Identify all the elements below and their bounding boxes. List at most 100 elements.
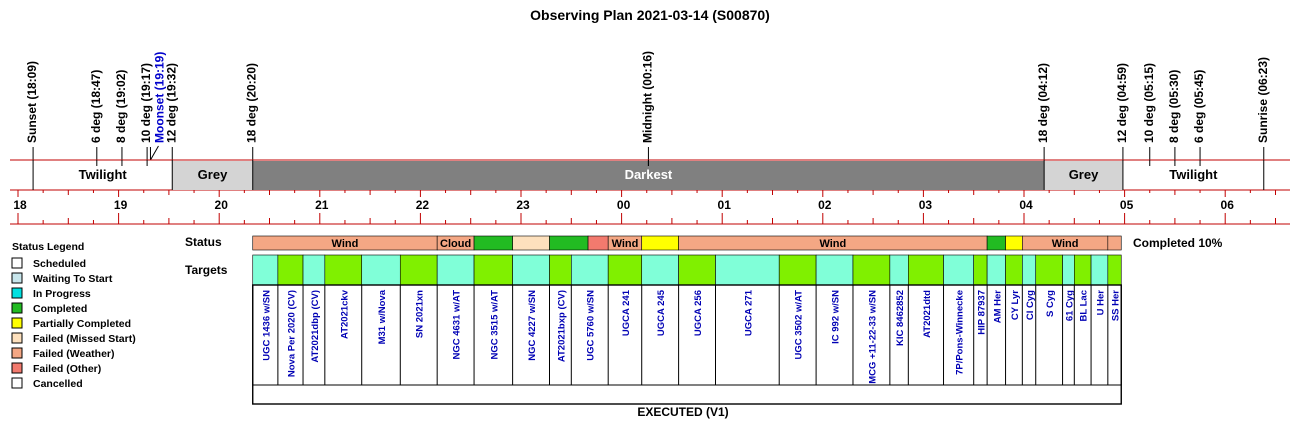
band-label: Darkest [625, 167, 673, 182]
event-label: 10 deg (19:17) [139, 63, 153, 143]
target-name: S Cyg [1045, 290, 1056, 317]
status-legend: Status Legend Scheduled Waiting To Start I… [11, 241, 136, 390]
legend-item: Partially Completed [33, 318, 131, 330]
status-segment [473, 235, 513, 251]
target-name: SN 2021xn [415, 290, 426, 338]
target-bar [473, 254, 513, 286]
target-name: SS Her [1111, 290, 1122, 321]
legend-swatch [11, 302, 23, 314]
target-name: CY Lyr [1010, 290, 1021, 320]
legend-item: Scheduled [33, 258, 86, 270]
status-label: Wind [1052, 238, 1079, 250]
target-bar [641, 254, 679, 286]
status-label: Wind [332, 238, 359, 250]
band-label: Twilight [79, 167, 128, 182]
target-name: UGCA 271 [743, 289, 754, 336]
status-label: Wind [612, 238, 639, 250]
legend-swatch [11, 317, 23, 329]
target-name: AT2021ckv [339, 289, 350, 339]
hour-label: 19 [114, 198, 128, 212]
status-label: Cloud [440, 238, 471, 250]
target-bar [1022, 254, 1037, 286]
hour-axis: 18 19 20 21 22 23 00 01 02 03 04 05 06 [10, 190, 1290, 225]
target-bar [778, 254, 817, 286]
sky-condition-bands: Twilight Grey Darkest Grey Twilight [10, 159, 1290, 191]
event-label: 18 deg (04:12) [1036, 63, 1050, 143]
event-label: Moonset (19:19) [152, 52, 166, 143]
status-segment [641, 235, 679, 251]
targets-row: UGC 1436 w/SN Nova Per 2020 (CV) AT2021dbp… [252, 254, 1122, 405]
target-name: 7P/Pons-Winnecke [955, 290, 966, 375]
status-row-label: Status [185, 235, 222, 249]
legend-item: In Progress [33, 288, 91, 300]
target-bar [436, 254, 475, 286]
target-name: U Her [1095, 290, 1106, 316]
moonset-leader [150, 145, 159, 161]
event-label: Sunrise (06:23) [1256, 57, 1270, 143]
event-label: 8 deg (19:02) [114, 70, 128, 143]
hour-label: 03 [919, 198, 933, 212]
target-bar [302, 254, 326, 286]
targets-row-label: Targets [185, 263, 228, 277]
target-bar [512, 254, 550, 286]
target-bar [324, 254, 363, 286]
legend-title: Status Legend [12, 241, 84, 253]
target-bar [1035, 254, 1063, 286]
legend-item: Failed (Other) [33, 363, 101, 375]
band-segment [172, 161, 253, 190]
target-name: AM Her [992, 290, 1003, 324]
event-label: 18 deg (20:20) [245, 63, 259, 143]
twilight-events: Sunset (18:09) 6 deg (18:47) 8 deg (19:02)… [25, 51, 1270, 161]
target-bar [852, 254, 891, 286]
target-name: BL Lac [1079, 290, 1090, 322]
event-label: 10 deg (05:15) [1142, 63, 1156, 143]
legend-swatch [11, 257, 23, 269]
target-name: HIP 87937 [976, 290, 987, 335]
target-name: UGCA 256 [693, 290, 704, 336]
target-name: UGC 5760 w/SN [586, 290, 597, 361]
completed-percentage: Completed 10% [1133, 236, 1223, 250]
target-name: 61 Cyg [1064, 290, 1075, 321]
target-name: NGC 4631 w/AT [452, 290, 463, 360]
band-segment [1044, 161, 1123, 190]
status-row: Wind Cloud Wind Wind Wind [252, 235, 1122, 251]
target-bar [1107, 254, 1122, 286]
target-name: Nova Per 2020 (CV) [286, 290, 297, 377]
target-bar [973, 254, 988, 286]
legend-item: Completed [33, 303, 87, 315]
target-bar [986, 254, 1006, 286]
status-segment [1005, 235, 1023, 251]
status-segment [1107, 235, 1122, 251]
hour-label: 23 [516, 198, 530, 212]
target-bar [908, 254, 944, 286]
legend-swatch [11, 347, 23, 359]
band-label: Twilight [1169, 167, 1218, 182]
target-name: UGC 1436 w/SN [261, 290, 272, 361]
target-name: NGC 3515 w/AT [489, 290, 500, 360]
target-bar [399, 254, 438, 286]
event-label: Sunset (18:09) [25, 61, 39, 143]
event-label: Midnight (00:16) [640, 51, 654, 143]
plan-title: Observing Plan 2021-03-14 (S00870) [530, 7, 770, 23]
legend-item: Failed (Missed Start) [33, 333, 136, 345]
hour-label: 04 [1019, 198, 1033, 212]
hour-label: 02 [818, 198, 832, 212]
legend-swatch [11, 362, 23, 374]
target-name: MCG +11-22-33 w/SN [867, 290, 878, 384]
hour-label: 06 [1221, 198, 1235, 212]
target-name: KIC 8462852 [895, 290, 906, 346]
target-bar [815, 254, 854, 286]
hour-label: 18 [13, 198, 27, 212]
target-name: AT2021dbp (CV) [310, 290, 321, 363]
executed-frame [252, 284, 1122, 405]
target-name: NGC 4227 w/SN [527, 290, 538, 361]
event-label: 6 deg (18:47) [89, 70, 103, 143]
executed-footer: EXECUTED (V1) [637, 405, 728, 419]
target-bar [607, 254, 643, 286]
target-name: AT2021bxp (CV) [556, 290, 567, 362]
hour-label: 00 [617, 198, 631, 212]
target-bar [252, 254, 279, 286]
band-label: Grey [1069, 167, 1099, 182]
target-bar [678, 254, 716, 286]
